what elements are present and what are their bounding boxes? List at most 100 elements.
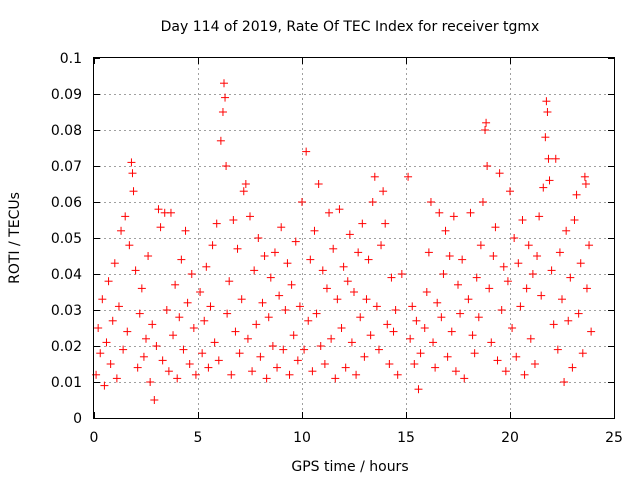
y-tick-labels: 0 0.01 0.02 0.03 0.04 0.05 0.06 0.07 0.08 0.09 0.1	[51, 51, 82, 427]
data-point	[183, 298, 192, 307]
data-point	[443, 352, 452, 361]
data-point	[331, 374, 340, 383]
data-point	[304, 316, 313, 325]
data-point	[314, 180, 323, 188]
data-point	[374, 345, 383, 354]
data-point	[499, 262, 508, 271]
data-point	[510, 234, 519, 242]
data-point	[476, 241, 485, 250]
data-point	[410, 360, 419, 368]
data-point	[587, 327, 596, 336]
data-point	[173, 374, 182, 383]
data-point	[339, 262, 348, 271]
data-point	[522, 284, 531, 293]
data-point	[555, 248, 564, 257]
x-tick-label: 5	[194, 430, 203, 446]
data-point	[547, 266, 556, 275]
data-point	[352, 370, 361, 379]
x-tick-label: 15	[397, 430, 415, 446]
data-point	[495, 169, 504, 178]
data-point	[202, 262, 211, 271]
data-point	[429, 338, 438, 347]
data-point	[543, 108, 552, 116]
grid-lines	[94, 58, 614, 418]
data-point	[316, 342, 325, 350]
data-point	[216, 136, 225, 145]
data-point	[416, 349, 425, 358]
data-point	[106, 360, 115, 368]
y-tick-label: 0.02	[51, 339, 82, 355]
data-point	[451, 367, 460, 376]
data-point	[318, 266, 327, 275]
data-point	[312, 309, 321, 318]
data-point	[564, 316, 573, 325]
x-tick-labels: 0 5 10 15 20 25	[90, 430, 623, 446]
data-point	[354, 248, 363, 257]
data-point	[117, 226, 126, 235]
data-point	[420, 324, 429, 332]
data-point	[268, 342, 277, 350]
data-point	[108, 316, 117, 325]
data-point	[279, 345, 288, 354]
data-point	[283, 259, 292, 268]
data-point	[570, 216, 579, 224]
data-point	[364, 255, 373, 264]
data-point	[187, 270, 196, 278]
data-point	[104, 277, 113, 286]
data-point	[164, 367, 173, 376]
x-tick-label: 0	[90, 430, 99, 446]
data-point	[383, 320, 392, 329]
data-point	[175, 313, 184, 322]
data-point	[566, 273, 575, 282]
data-point	[368, 198, 377, 206]
data-point	[508, 324, 517, 332]
y-tick-label: 0	[73, 411, 82, 427]
data-point	[256, 352, 265, 361]
data-point	[389, 327, 398, 336]
data-point	[135, 309, 144, 318]
data-point	[431, 363, 440, 372]
data-point	[329, 244, 338, 253]
data-point	[177, 255, 186, 264]
axis-ticks	[94, 58, 615, 419]
data-point	[580, 172, 589, 181]
data-point	[460, 374, 469, 383]
data-point	[572, 190, 581, 199]
data-point	[208, 241, 217, 250]
data-point	[239, 187, 248, 196]
data-point	[264, 313, 273, 322]
data-point	[218, 108, 227, 116]
data-point	[166, 208, 175, 217]
data-point	[200, 316, 209, 325]
data-point	[454, 280, 462, 289]
data-point	[582, 284, 591, 293]
data-point	[327, 334, 336, 343]
data-point	[585, 241, 594, 250]
data-point	[189, 324, 198, 332]
data-point	[221, 93, 230, 102]
data-point	[158, 356, 167, 365]
data-point	[393, 370, 402, 379]
data-point	[426, 198, 435, 206]
data-point	[470, 349, 479, 358]
data-point	[94, 324, 103, 332]
data-point	[98, 295, 107, 304]
y-tick-label: 0.08	[51, 123, 82, 139]
data-point	[142, 334, 150, 343]
data-point	[487, 338, 496, 347]
data-point	[542, 97, 551, 106]
data-point	[524, 241, 533, 250]
data-point	[341, 363, 350, 372]
data-point	[449, 212, 458, 221]
data-point	[222, 162, 231, 170]
data-point	[551, 154, 560, 163]
data-point	[360, 352, 369, 361]
data-point	[285, 370, 294, 379]
data-point	[250, 266, 259, 275]
data-point	[497, 306, 506, 314]
data-point	[466, 208, 475, 217]
data-point	[322, 284, 331, 293]
data-point	[100, 381, 109, 390]
data-point	[433, 298, 442, 307]
